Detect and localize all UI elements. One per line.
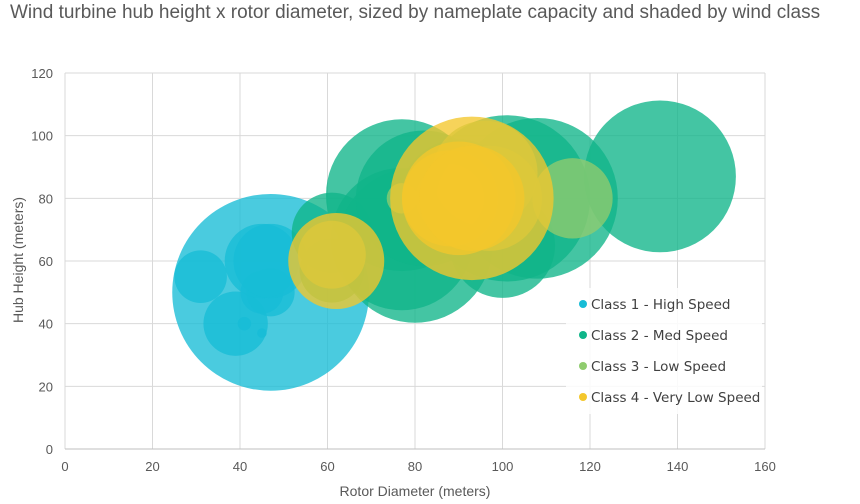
x-tick-label: 80 [408, 459, 422, 474]
y-tick-label: 20 [39, 379, 53, 394]
bubble [532, 158, 613, 239]
legend-label: Class 2 - Med Speed [591, 328, 728, 344]
legend-label: Class 4 - Very Low Speed [591, 390, 760, 406]
x-tick-label: 100 [492, 459, 514, 474]
x-tick-label: 0 [61, 459, 68, 474]
y-tick-label: 120 [31, 66, 53, 81]
x-axis-title: Rotor Diameter (meters) [340, 483, 491, 499]
legend-marker [579, 331, 587, 339]
x-tick-label: 120 [579, 459, 601, 474]
y-tick-label: 0 [46, 442, 53, 457]
legend-marker [579, 393, 587, 401]
y-tick-label: 60 [39, 254, 53, 269]
bubble [584, 100, 736, 253]
y-axis-title: Hub Height (meters) [10, 197, 26, 323]
x-tick-label: 20 [145, 459, 159, 474]
y-tick-label: 100 [31, 129, 53, 144]
series-4 [288, 116, 554, 309]
tick-labels: 0 20 40 60 80 100 120 140 160 0 20 40 60 80 100 120 [31, 66, 776, 474]
bubbles [172, 100, 736, 391]
legend-label: Class 3 - Low Speed [591, 359, 726, 375]
bubble [419, 145, 525, 251]
x-tick-label: 60 [320, 459, 334, 474]
legend-marker [579, 362, 587, 370]
chart-title: Wind turbine hub height x rotor diameter… [10, 2, 821, 23]
bubble [288, 213, 385, 309]
x-tick-label: 40 [233, 459, 247, 474]
bubble [233, 223, 308, 299]
y-tick-label: 40 [39, 317, 53, 332]
legend: Class 1 - High Speed Class 2 - Med Speed C… [566, 288, 762, 414]
x-tick-label: 140 [667, 459, 689, 474]
legend-label: Class 1 - High Speed [591, 297, 731, 313]
x-tick-label: 160 [754, 459, 776, 474]
legend-marker [579, 300, 587, 308]
y-tick-label: 80 [39, 191, 53, 206]
